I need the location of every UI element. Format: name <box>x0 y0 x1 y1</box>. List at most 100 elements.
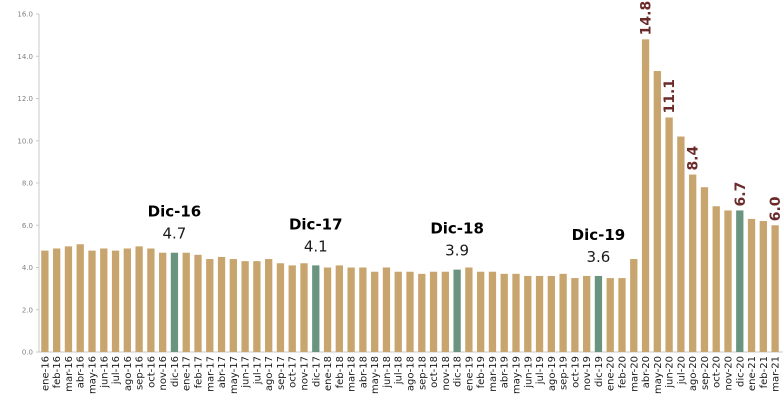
bar-nov-16 <box>159 252 167 352</box>
x-axis-ticks: ene-16 feb-16 mar-16 abr-16 may-16 jun-16 jul-… <box>40 356 781 394</box>
bar-sep-18 <box>418 273 426 352</box>
x-tick-label: oct-18 <box>429 356 440 388</box>
bar-dic-16 <box>170 252 179 352</box>
x-tick-label: dic-18 <box>453 356 464 387</box>
x-tick-label: mar-18 <box>347 356 358 392</box>
x-tick-label: jul-20 <box>676 356 687 385</box>
x-tick-label: may-18 <box>370 356 381 394</box>
bar-mar-16 <box>64 246 73 353</box>
x-tick-label: sep-19 <box>559 356 570 390</box>
x-tick-label: nov-20 <box>724 356 735 390</box>
bar-mar-18 <box>347 267 355 352</box>
x-tick-label: dic-19 <box>594 356 605 387</box>
bar-ago-19 <box>547 275 555 352</box>
x-tick-label: feb-17 <box>194 356 205 388</box>
annotation-title: Dic-16 <box>148 203 202 221</box>
bar-jul-19 <box>535 275 544 352</box>
x-tick-label: jul-18 <box>394 356 405 385</box>
x-tick-label: sep-17 <box>276 356 287 390</box>
annotation-title: Dic-17 <box>289 215 343 233</box>
bar-ago-16 <box>123 248 131 352</box>
x-tick-label: ene-16 <box>40 356 51 391</box>
bar-sep-17 <box>276 263 285 352</box>
bar-ene-18 <box>323 267 332 352</box>
annotations: Dic-16 4.7 Dic-17 4.1 Dic-18 3.9 Dic-19 3.6 <box>148 203 626 266</box>
bar-abr-16 <box>76 244 84 352</box>
annotation-value: 3.9 <box>445 242 469 260</box>
x-tick-label: ago-16 <box>123 356 134 391</box>
x-tick-label: abr-17 <box>217 356 228 388</box>
x-tick-label: ene-19 <box>464 356 475 391</box>
x-tick-label: mar-19 <box>488 356 499 392</box>
x-tick-label: ene-20 <box>606 356 617 391</box>
x-tick-label: jul-19 <box>535 356 546 385</box>
y-tick-label: 10.0 <box>17 137 33 145</box>
x-tick-label: jun-16 <box>99 356 110 389</box>
y-tick-label: 2.0 <box>22 306 33 314</box>
x-tick-label: sep-20 <box>700 356 711 390</box>
bars <box>41 39 779 353</box>
x-tick-label: may-16 <box>88 356 99 394</box>
bar-feb-21 <box>759 221 767 352</box>
annotation-title: Dic-19 <box>572 226 626 244</box>
x-tick-label: jun-20 <box>665 356 676 389</box>
bar-may-17 <box>229 259 237 352</box>
bar-jun-17 <box>241 261 249 352</box>
annotation-title: Dic-18 <box>430 220 484 238</box>
x-tick-label: mar-17 <box>205 356 216 392</box>
x-tick-label: abr-16 <box>76 356 87 388</box>
bar-sep-20 <box>700 187 709 352</box>
x-tick-label: ene-18 <box>323 356 334 391</box>
x-tick-label: dic-16 <box>170 356 181 387</box>
x-tick-label: sep-18 <box>417 356 428 390</box>
annotation-value: 4.7 <box>163 225 187 243</box>
bar-ene-21 <box>747 218 756 352</box>
x-tick-label: nov-16 <box>158 356 169 390</box>
bar-nov-20 <box>724 210 732 352</box>
x-tick-label: oct-17 <box>288 356 299 388</box>
x-tick-label: dic-20 <box>735 356 746 387</box>
x-tick-label: ene-21 <box>747 356 758 391</box>
bar-feb-19 <box>477 271 485 352</box>
x-tick-label: ago-20 <box>688 356 699 391</box>
peak-labels: 14.8 11.1 8.4 6.7 6.0 <box>639 1 783 221</box>
bar-oct-19 <box>571 278 579 352</box>
bar-feb-18 <box>335 265 343 352</box>
peak-value-label: 14.8 <box>639 1 655 36</box>
y-tick-label: 4.0 <box>22 264 33 272</box>
bar-jun-20 <box>665 117 673 352</box>
x-tick-label: jun-18 <box>382 356 393 389</box>
bar-oct-18 <box>429 271 438 352</box>
bar-ene-20 <box>606 278 614 352</box>
y-tick-label: 8.0 <box>22 180 33 188</box>
y-tick-label: 0.0 <box>22 349 33 357</box>
x-tick-label: feb-18 <box>335 356 346 388</box>
x-tick-label: ene-17 <box>182 356 193 391</box>
x-tick-label: nov-17 <box>300 356 311 390</box>
x-tick-label: abr-20 <box>641 356 652 388</box>
bar-oct-16 <box>147 248 155 352</box>
bar-oct-20 <box>712 206 720 352</box>
peak-value-label: 6.0 <box>768 196 783 221</box>
bar-nov-18 <box>441 271 449 352</box>
bar-mar-17 <box>206 259 214 352</box>
x-tick-label: dic-17 <box>311 356 322 387</box>
x-tick-label: feb-20 <box>618 356 629 388</box>
bar-dic-17 <box>312 265 320 352</box>
bar-abr-20 <box>641 39 650 352</box>
bar-jun-18 <box>382 267 391 352</box>
bar-mar-21 <box>771 225 779 352</box>
bar-dic-19 <box>594 275 603 352</box>
x-tick-label: nov-19 <box>582 356 593 390</box>
y-tick-label: 14.0 <box>17 53 33 61</box>
bar-nov-17 <box>300 263 308 352</box>
bar-mar-20 <box>630 259 638 352</box>
bar-jul-16 <box>111 250 120 352</box>
y-tick-label: 12.0 <box>17 95 33 103</box>
bar-abr-17 <box>217 256 226 352</box>
bar-mar-19 <box>488 271 497 352</box>
x-tick-label: mar-20 <box>629 356 640 392</box>
bar-sep-19 <box>559 273 567 352</box>
bar-sep-16 <box>135 246 143 353</box>
